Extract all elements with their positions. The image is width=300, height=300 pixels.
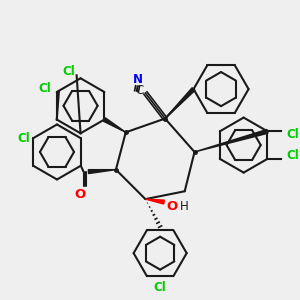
- Polygon shape: [88, 169, 116, 174]
- Text: Cl: Cl: [17, 132, 30, 145]
- Polygon shape: [194, 129, 268, 152]
- Polygon shape: [146, 199, 164, 204]
- Text: Cl: Cl: [62, 65, 75, 78]
- Text: O: O: [166, 200, 178, 214]
- Polygon shape: [165, 88, 195, 118]
- Text: Cl: Cl: [286, 149, 299, 162]
- Text: Cl: Cl: [154, 281, 167, 294]
- Text: Cl: Cl: [286, 128, 299, 141]
- Text: H: H: [180, 200, 189, 214]
- Text: N: N: [133, 73, 142, 86]
- Text: C: C: [135, 84, 144, 97]
- Text: Cl: Cl: [39, 82, 52, 94]
- Polygon shape: [103, 118, 126, 132]
- Text: O: O: [74, 188, 85, 201]
